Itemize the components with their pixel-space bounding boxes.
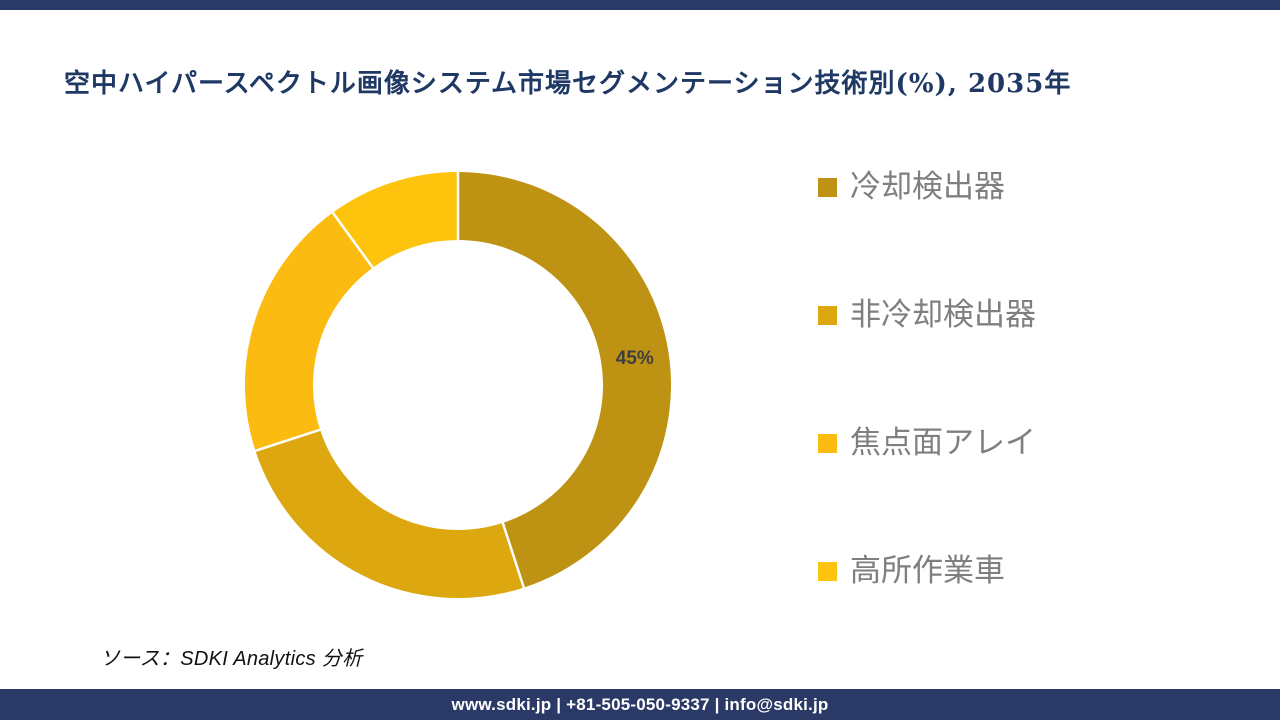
legend-label: 非冷却検出器 bbox=[850, 297, 1036, 332]
donut-chart: 45% bbox=[245, 172, 671, 598]
legend-swatch-icon bbox=[818, 433, 837, 453]
segment-separator bbox=[255, 428, 322, 453]
legend-item-3: 高所作業車 bbox=[818, 550, 1238, 592]
source-note: ソース：SDKI Analytics 分析 bbox=[100, 648, 363, 670]
legend-item-1: 非冷却検出器 bbox=[818, 294, 1238, 336]
footer-bar: www.sdki.jp | +81-505-050-9337 | info@sd… bbox=[0, 689, 1280, 720]
legend-item-2: 焦点面アレイ bbox=[818, 422, 1238, 464]
segment-separator bbox=[501, 521, 526, 588]
legend-label: 焦点面アレイ bbox=[850, 425, 1036, 460]
donut-segment-0 bbox=[458, 172, 671, 588]
donut-chart-area: 45% bbox=[245, 172, 671, 598]
top-accent-bar bbox=[0, 0, 1280, 10]
legend-swatch-icon bbox=[818, 177, 837, 197]
page-title: 空中ハイパースペクトル画像システム市場セグメンテーション技術別(%), 2035… bbox=[64, 69, 1072, 99]
segment-separator bbox=[331, 211, 375, 270]
legend-swatch-icon bbox=[818, 561, 837, 581]
donut-segment-2 bbox=[245, 212, 373, 451]
legend-label: 高所作業車 bbox=[850, 553, 1005, 588]
chart-legend: 冷却検出器非冷却検出器 焦点面アレイ 高所作業車 bbox=[818, 166, 1238, 678]
data-label: 45% bbox=[616, 348, 654, 369]
donut-segment-3 bbox=[332, 172, 458, 268]
legend-swatch-icon bbox=[818, 305, 837, 325]
legend-label: 冷却検出器 bbox=[850, 169, 1005, 204]
donut-segment-1 bbox=[255, 429, 524, 598]
footer-contact-text: www.sdki.jp | +81-505-050-9337 | info@sd… bbox=[451, 694, 829, 714]
legend-item-0: 冷却検出器 bbox=[818, 166, 1238, 208]
